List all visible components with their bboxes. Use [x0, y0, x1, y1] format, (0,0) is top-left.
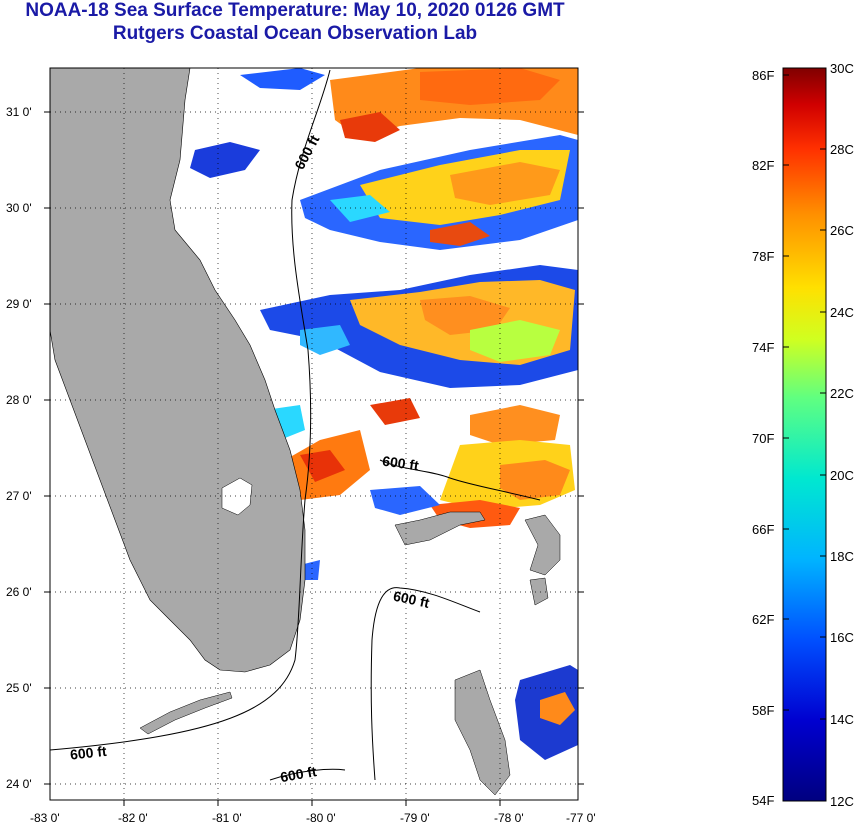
colorbar-c-label: 16C: [830, 630, 854, 645]
map-shape: [240, 68, 325, 90]
lon-label: -77 0': [566, 811, 596, 825]
colorbar-f-label: 78F: [752, 249, 774, 264]
andros: [454, 669, 511, 796]
colorbar-f-label: 70F: [752, 431, 774, 446]
map-shape: [500, 460, 570, 500]
colorbar-f-label: 82F: [752, 158, 774, 173]
lon-label: -82 0': [118, 811, 148, 825]
map-shape: [379, 459, 541, 501]
latitude-labels: 31 0' 30 0' 29 0' 28 0' 27 0' 26 0' 25 0…: [6, 105, 32, 791]
florida-keys: [139, 691, 233, 735]
colorbar-c-label: 22C: [830, 386, 854, 401]
colorbar-c-label: 28C: [830, 142, 854, 157]
map-shape: [783, 67, 826, 720]
map-shape: [50, 68, 578, 800]
lat-label: 27 0': [6, 489, 32, 503]
lat-label: 28 0': [6, 393, 32, 407]
map-shape: [370, 398, 420, 425]
colorbar-c-label: 30C: [830, 61, 854, 76]
lat-label: 29 0': [6, 297, 32, 311]
map-shape: [450, 162, 560, 205]
graticule: [50, 68, 578, 800]
lat-label: 31 0': [6, 105, 32, 119]
lat-label: 30 0': [6, 201, 32, 215]
colorbar-f-label: 54F: [752, 793, 774, 808]
longitude-labels: -83 0' -82 0' -81 0' -80 0' -79 0' -78 0…: [30, 811, 596, 825]
map-shape: [470, 320, 560, 362]
lon-label: -78 0': [494, 811, 524, 825]
contour-label-bahama-bank: 600 ft: [392, 588, 431, 611]
map-shape: [420, 68, 560, 105]
lon-label: -83 0': [30, 811, 60, 825]
map-shape: [340, 112, 400, 142]
colorbar-c-label: 12C: [830, 794, 854, 809]
map-shape: [470, 405, 560, 445]
nassau-island: [529, 577, 549, 606]
axis-ticks: [44, 111, 584, 806]
map-shape: [330, 195, 390, 222]
colorbar-f-label: 74F: [752, 340, 774, 355]
colorbar: 86F 82F 78F 74F 70F 66F 62F 58F 54F 30C …: [752, 61, 854, 809]
map-shape: [190, 142, 260, 178]
colorbar-f-label: 66F: [752, 522, 774, 537]
lat-label: 24 0': [6, 777, 32, 791]
grand-bahama: [394, 511, 486, 546]
lat-label: 26 0': [6, 585, 32, 599]
isobath-contours: [50, 69, 541, 781]
map-shape: [300, 325, 350, 355]
map-title: NOAA-18 Sea Surface Temperature: May 10,…: [25, 0, 565, 21]
map-subtitle: Rutgers Coastal Ocean Observation Lab: [112, 23, 478, 44]
map-shape: [370, 587, 481, 781]
lon-label: -80 0': [306, 811, 336, 825]
map-shape: [540, 692, 575, 725]
colorbar-c-label: 24C: [830, 305, 854, 320]
map-frame: [49, 67, 579, 801]
contour-label-grand-bahama: 600 ft: [381, 453, 420, 474]
lat-label: 25 0': [6, 681, 32, 695]
abaco: [524, 514, 561, 576]
map-shape: [300, 450, 345, 482]
lon-label: -81 0': [212, 811, 242, 825]
colorbar-c-label: 14C: [830, 712, 854, 727]
colorbar-scale: [782, 67, 827, 802]
florida-land: [50, 68, 306, 673]
lake-okeechobee: [221, 477, 253, 516]
colorbar-f-label: 86F: [752, 68, 774, 83]
contour-label-keys: 600 ft: [69, 743, 107, 763]
colorbar-f-label: 62F: [752, 612, 774, 627]
map-shape: [420, 296, 510, 335]
map-shape: [370, 486, 440, 515]
colorbar-c-label: 20C: [830, 468, 854, 483]
map-shape: [430, 222, 490, 246]
lon-label: -79 0': [400, 811, 430, 825]
contour-label-south: 600 ft: [279, 763, 318, 785]
colorbar-c-label: 26C: [830, 223, 854, 238]
map-shape: [50, 69, 331, 751]
map-shape: [269, 768, 346, 781]
colorbar-f-label: 58F: [752, 703, 774, 718]
colorbar-c-label: 18C: [830, 549, 854, 564]
